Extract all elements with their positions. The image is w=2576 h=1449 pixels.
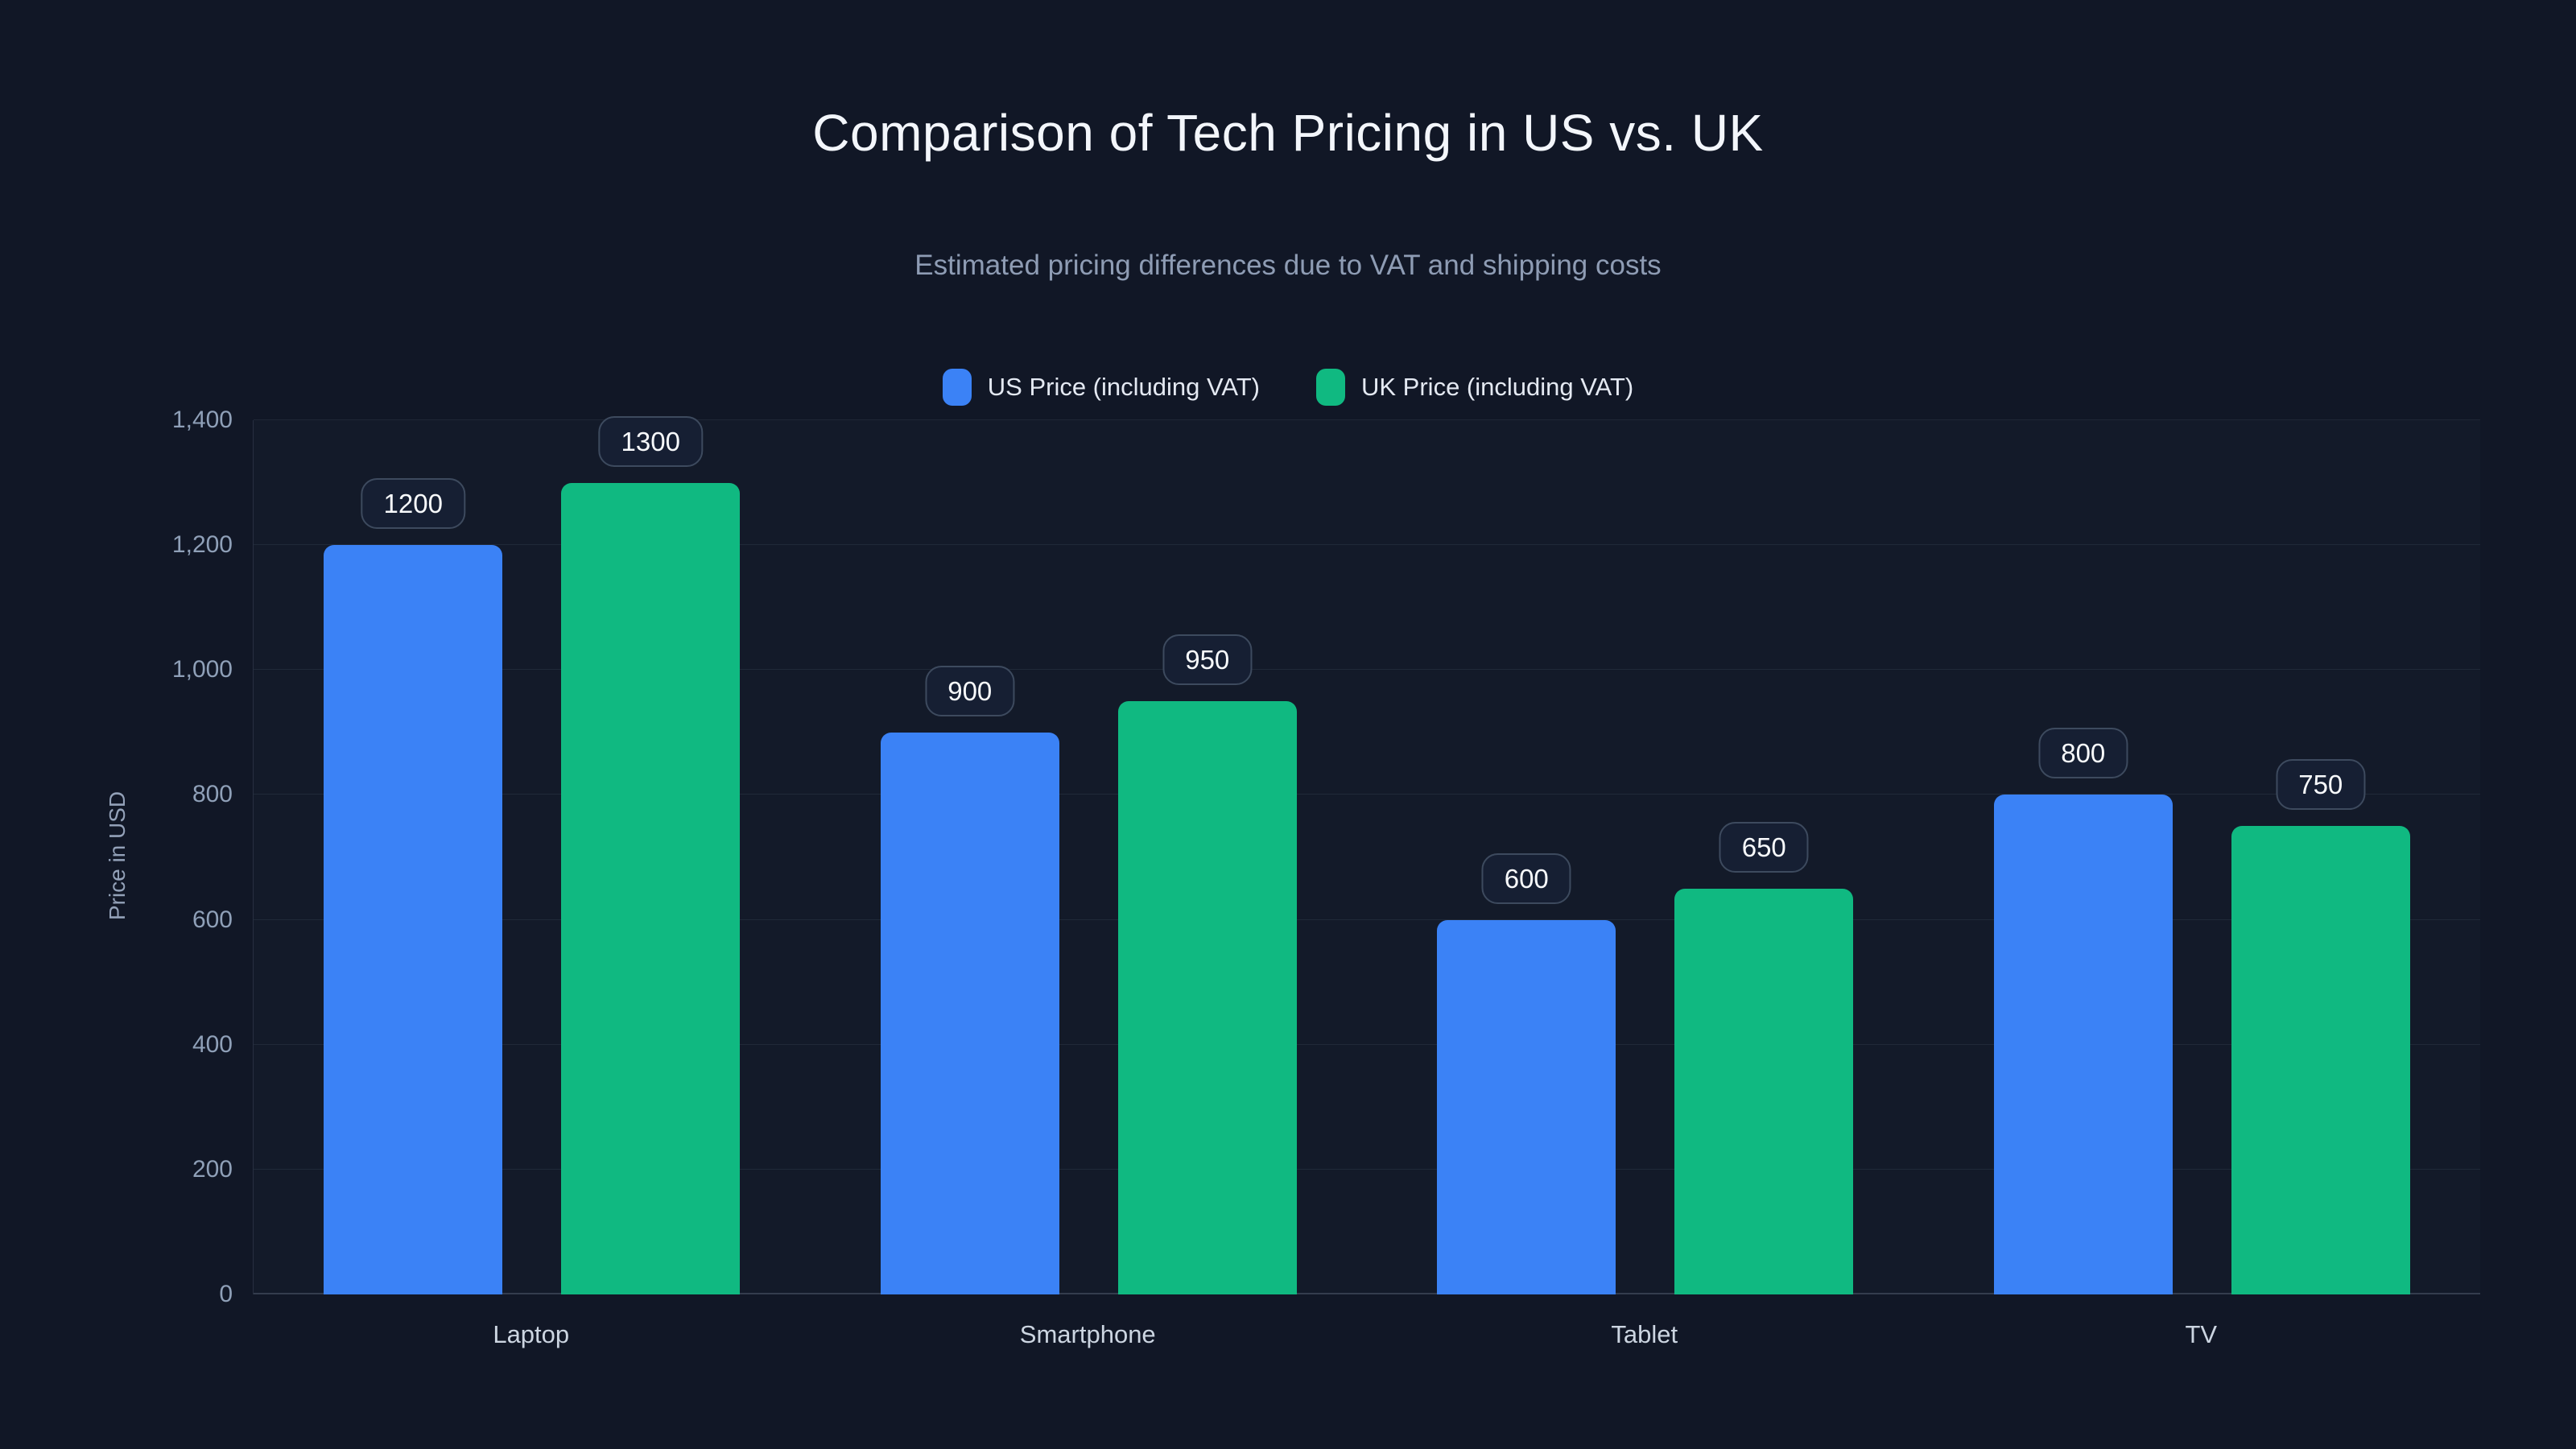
y-axis-tick-label: 1,000: [171, 656, 233, 683]
bar-slot-uk-laptop: 1300: [561, 415, 741, 1294]
y-axis-tick-label: 1,200: [171, 531, 233, 559]
x-axis-labels: Laptop Smartphone Tablet TV: [253, 1322, 2479, 1347]
chart-title: Comparison of Tech Pricing in US vs. UK: [812, 104, 1764, 162]
bar-slot-us-tablet: 600: [1437, 852, 1616, 1294]
value-badge-uk-tv: 750: [2276, 759, 2366, 811]
y-axis-tick-label: 200: [192, 1155, 233, 1183]
bar-group-laptop: 1200 1300: [254, 415, 811, 1294]
bar-us-laptop: [324, 545, 503, 1294]
x-axis-tick-label-smartphone: Smartphone: [1019, 1320, 1156, 1348]
y-axis-tick-label: 800: [192, 781, 233, 808]
chart-subtitle: Estimated pricing differences due to VAT…: [914, 250, 1662, 281]
bar-slot-us-smartphone: 900: [880, 665, 1059, 1294]
bar-group-tv: 800 750: [1924, 420, 2481, 1294]
x-axis-tick-label-laptop: Laptop: [493, 1320, 570, 1348]
gridline-1,200: [254, 544, 2480, 546]
bar-group-smartphone: 900 950: [811, 420, 1368, 1294]
bar-uk-tv: [2231, 826, 2410, 1294]
bar-slot-uk-tablet: 650: [1674, 821, 1854, 1294]
bar-group-tablet: 600 650: [1367, 420, 1924, 1294]
x-axis-tick-label-tablet: Tablet: [1611, 1320, 1678, 1348]
bar-slot-us-tv: 800: [1993, 728, 2173, 1294]
y-axis-title: Price in USD: [105, 791, 130, 921]
gridline-1,000: [254, 669, 2480, 671]
gridline-400: [254, 1043, 2480, 1045]
bar-slot-us-laptop: 1200: [324, 478, 503, 1294]
value-badge-uk-smartphone: 950: [1162, 634, 1253, 686]
legend-swatch-uk: [1316, 369, 1345, 406]
bar-us-tablet: [1437, 919, 1616, 1294]
bar-slot-uk-tv: 750: [2231, 759, 2410, 1294]
bar-uk-tablet: [1674, 888, 1854, 1294]
value-badge-us-smartphone: 900: [925, 665, 1015, 716]
legend-label-us: US Price (including VAT): [987, 373, 1260, 401]
bar-slot-uk-smartphone: 950: [1117, 634, 1297, 1294]
y-axis-tick-label: 1,400: [171, 407, 233, 433]
gridline-800: [254, 794, 2480, 795]
bar-us-smartphone: [880, 732, 1059, 1294]
value-badge-us-tablet: 600: [1481, 852, 1571, 904]
legend-swatch-us: [942, 369, 972, 406]
value-badge-uk-laptop: 1300: [598, 415, 703, 467]
y-axis-tick-label: 600: [192, 906, 233, 933]
legend-item-us[interactable]: US Price (including VAT): [942, 369, 1260, 406]
y-axis-tick-label: 400: [192, 1030, 233, 1058]
bar-us-tv: [1993, 795, 2173, 1294]
x-axis-tick-label-tv: TV: [2185, 1320, 2218, 1348]
gridline-0: [254, 1293, 2480, 1294]
value-badge-uk-tablet: 650: [1719, 821, 1809, 873]
value-badge-us-tv: 800: [2038, 728, 2128, 779]
bar-uk-laptop: [561, 482, 741, 1294]
gridline-200: [254, 1168, 2480, 1170]
gridline-1,400: [254, 419, 2480, 420]
bar-uk-smartphone: [1117, 701, 1297, 1294]
legend-label-uk: UK Price (including VAT): [1361, 373, 1634, 401]
plot-area: 0 200 400 600 800 1,000 1,200 1,400 1200 1300 900 9…: [172, 408, 2481, 1307]
value-badge-us-laptop: 1200: [361, 478, 465, 530]
legend-item-uk[interactable]: UK Price (including VAT): [1316, 369, 1633, 406]
legend: US Price (including VAT) UK Price (inclu…: [0, 369, 2576, 406]
y-axis-tick-label: 0: [219, 1281, 233, 1307]
gridline-600: [254, 919, 2480, 920]
